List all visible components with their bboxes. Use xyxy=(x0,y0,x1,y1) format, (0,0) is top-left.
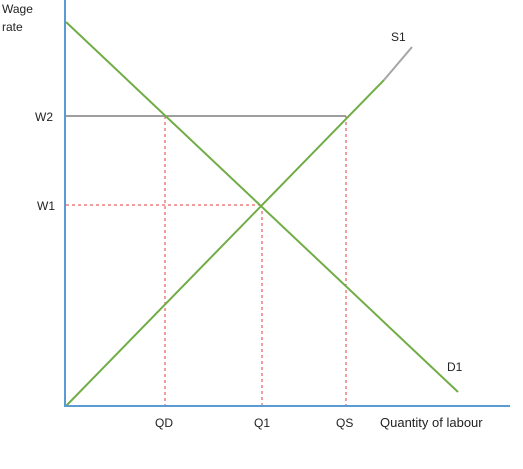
y-axis-label-line-1: Wage xyxy=(2,2,33,16)
qs-label: QS xyxy=(336,416,353,430)
x-axis-label: Quantity of labour xyxy=(380,415,483,430)
y-axis-label-line-2: rate xyxy=(2,20,23,34)
w1-label: W1 xyxy=(37,199,55,213)
supply-curve-extension xyxy=(384,47,412,80)
demand-curve-label: D1 xyxy=(447,360,463,374)
demand-curve xyxy=(66,22,458,392)
supply-curve-label: S1 xyxy=(391,30,406,44)
q1-label: Q1 xyxy=(254,416,270,430)
w2-label: W2 xyxy=(35,110,53,124)
supply-curve xyxy=(66,80,384,406)
qd-label: QD xyxy=(155,416,173,430)
